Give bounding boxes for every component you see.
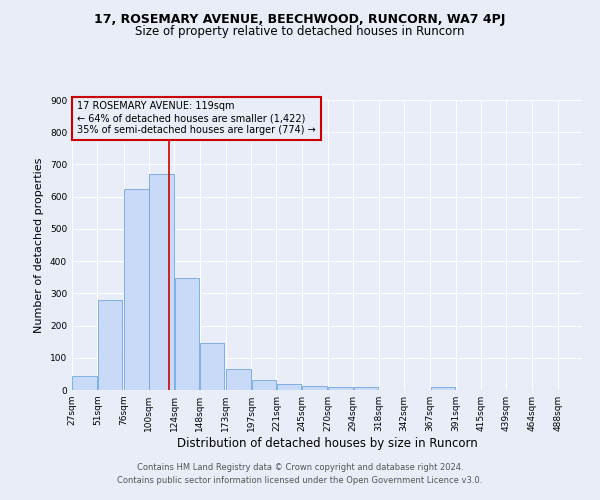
Y-axis label: Number of detached properties: Number of detached properties	[34, 158, 44, 332]
Text: Contains public sector information licensed under the Open Government Licence v3: Contains public sector information licen…	[118, 476, 482, 485]
Text: 17, ROSEMARY AVENUE, BEECHWOOD, RUNCORN, WA7 4PJ: 17, ROSEMARY AVENUE, BEECHWOOD, RUNCORN,…	[94, 12, 506, 26]
Bar	[124, 188, 149, 390]
Bar	[251, 380, 276, 390]
Bar	[302, 386, 326, 390]
Bar	[149, 174, 174, 390]
X-axis label: Distribution of detached houses by size in Runcorn: Distribution of detached houses by size …	[176, 437, 478, 450]
Bar	[328, 387, 353, 390]
Bar	[226, 369, 251, 390]
Text: 17 ROSEMARY AVENUE: 119sqm
← 64% of detached houses are smaller (1,422)
35% of s: 17 ROSEMARY AVENUE: 119sqm ← 64% of deta…	[77, 102, 316, 134]
Bar	[73, 376, 97, 390]
Text: Size of property relative to detached houses in Runcorn: Size of property relative to detached ho…	[135, 25, 465, 38]
Bar	[175, 278, 199, 390]
Bar	[277, 384, 301, 390]
Bar	[354, 388, 378, 390]
Bar	[200, 342, 224, 390]
Bar	[431, 387, 455, 390]
Text: Contains HM Land Registry data © Crown copyright and database right 2024.: Contains HM Land Registry data © Crown c…	[137, 464, 463, 472]
Bar	[98, 300, 122, 390]
